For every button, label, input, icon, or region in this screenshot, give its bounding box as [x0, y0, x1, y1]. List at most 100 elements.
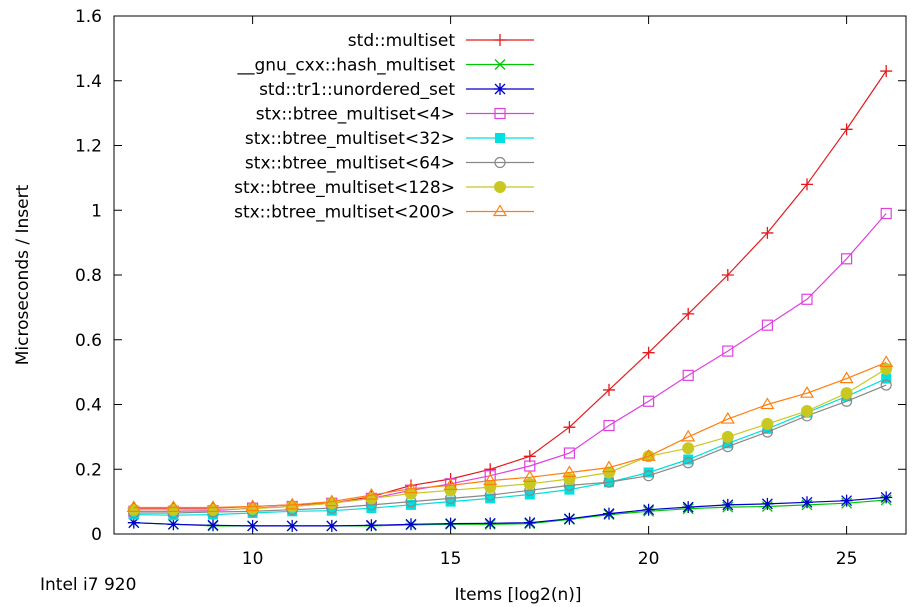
data-point [494, 59, 506, 70]
legend-entry: stx::btree_multiset<64> [245, 154, 534, 174]
legend-entry: __gnu_cxx::hash_multiset [236, 56, 534, 76]
y-tick-label: 1.2 [75, 137, 102, 157]
legend-label: stx::btree_multiset<32> [245, 129, 455, 149]
data-point [880, 65, 893, 78]
data-point [564, 484, 575, 495]
data-point [494, 156, 506, 169]
data-point [563, 472, 576, 485]
data-point [840, 494, 853, 507]
data-point [494, 34, 506, 46]
data-point [641, 449, 656, 461]
data-point [444, 517, 457, 530]
series-line [133, 361, 887, 509]
data-point [881, 373, 892, 384]
series [128, 379, 892, 519]
data-point [484, 463, 497, 476]
data-point [126, 500, 141, 513]
data-point [207, 503, 219, 516]
data-point [167, 503, 180, 516]
data-point [245, 499, 260, 512]
data-point [403, 481, 419, 494]
data-point [682, 457, 694, 469]
series-line [133, 368, 887, 511]
legend-entry: stx::btree_multiset<32> [245, 129, 534, 149]
data-point [682, 501, 695, 514]
data-point [495, 133, 505, 143]
data-point [562, 465, 577, 478]
data-point [761, 497, 774, 510]
y-tick-label: 0.2 [75, 460, 102, 480]
x-tick-label: 20 [638, 549, 660, 569]
data-point [246, 502, 259, 515]
data-point [325, 519, 338, 532]
legend: std::multiset__gnu_cxx::hash_multisetstd… [234, 31, 534, 223]
data-point [801, 404, 813, 417]
data-point [127, 503, 140, 516]
data-point [445, 496, 456, 507]
x-axis-label: Items [log2(n)] [455, 585, 582, 605]
data-point [721, 269, 734, 281]
y-tick-label: 0.8 [75, 266, 102, 286]
data-point [563, 447, 576, 459]
legend-entry: std::tr1::unordered_set [259, 80, 534, 100]
data-point [494, 181, 506, 193]
y-tick-label: 1.6 [75, 7, 102, 27]
data-point [682, 369, 694, 381]
data-point [642, 346, 655, 359]
data-point [483, 473, 498, 486]
data-point [642, 395, 655, 407]
data-point [761, 417, 774, 430]
data-point [127, 516, 140, 529]
data-point [840, 123, 853, 136]
data-point [494, 83, 506, 95]
data-point [207, 519, 219, 532]
data-point [761, 226, 774, 239]
corner-label: Intel i7 920 [40, 575, 136, 595]
data-point [494, 107, 506, 120]
data-point [801, 293, 813, 305]
data-point [484, 517, 497, 530]
y-tick-label: 1 [91, 201, 102, 221]
axis-ticks: 0 0.2 0.4 0.6 0.8 1 1.2 1.4 1.6 10 15 20 25 [75, 7, 906, 569]
data-point [406, 499, 416, 510]
data-point [523, 450, 536, 463]
legend-label: std::multiset [348, 31, 456, 51]
data-point [522, 470, 537, 482]
data-point [405, 487, 417, 500]
data-point [444, 484, 457, 497]
data-point [880, 207, 892, 220]
data-point [285, 497, 300, 510]
x-tick-label: 25 [836, 549, 858, 569]
data-point [524, 489, 535, 500]
legend-entry: stx::btree_multiset<200> [234, 203, 534, 223]
x-tick-label: 10 [242, 549, 264, 569]
data-point [683, 454, 694, 465]
data-point [523, 477, 536, 490]
data-point [603, 507, 615, 520]
data-point [721, 498, 734, 511]
series [126, 355, 894, 513]
data-point [722, 345, 734, 357]
data-point [364, 487, 379, 500]
legend-label: stx::btree_multiset<128> [234, 178, 455, 198]
data-point [563, 512, 576, 525]
data-point [799, 386, 815, 398]
data-point [246, 519, 259, 532]
data-point [801, 178, 813, 191]
x-tick-label: 15 [440, 549, 462, 569]
data-point [880, 491, 893, 504]
data-point [681, 429, 696, 442]
data-point [443, 478, 458, 491]
data-point [722, 438, 733, 449]
series-line [133, 213, 887, 512]
data-point [720, 411, 735, 424]
data-point [326, 505, 337, 516]
data-point [485, 493, 496, 504]
data-point [603, 466, 615, 479]
data-point [721, 430, 734, 443]
data-point [563, 421, 576, 434]
y-tick-label: 0 [91, 525, 102, 545]
series-line [133, 496, 887, 527]
data-point [167, 518, 180, 531]
